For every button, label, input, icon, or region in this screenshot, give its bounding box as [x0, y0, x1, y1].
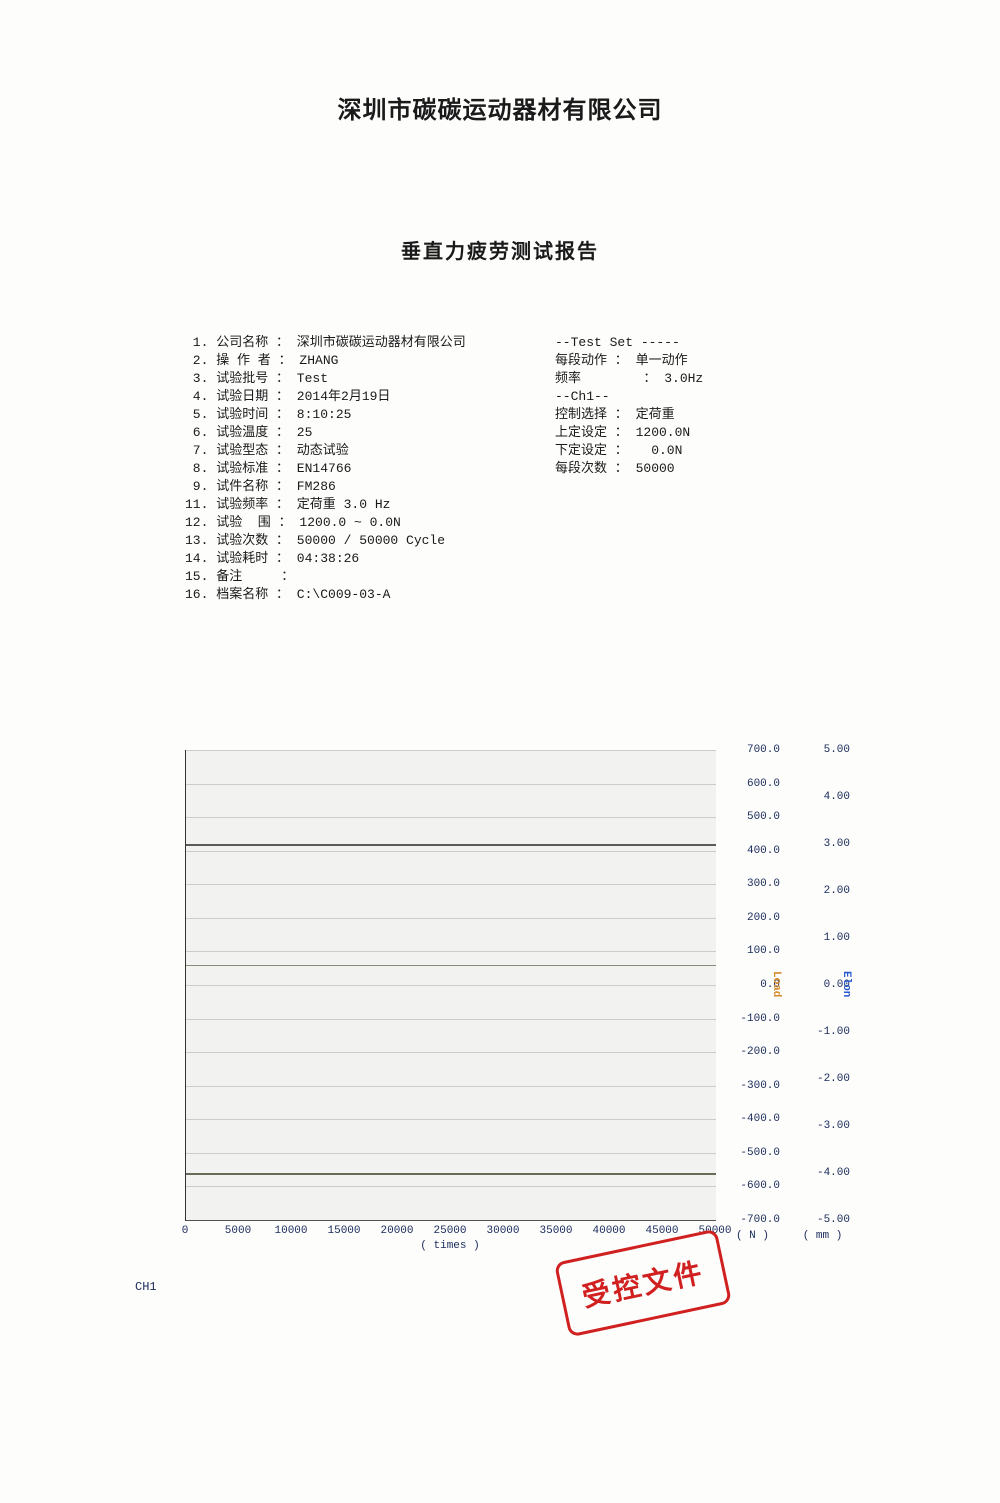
- x-tick-label: 30000: [486, 1225, 519, 1237]
- info-left-row: 14. 试验耗时 ： 04:38:26: [185, 550, 555, 568]
- info-left-row: 3. 试验批号 ： Test: [185, 370, 555, 388]
- info-left-row: 11. 试验频率 ： 定荷重 3.0 Hz: [185, 496, 555, 514]
- y2-tick-label: 1.00: [795, 932, 850, 944]
- info-left-row: 4. 试验日期 ： 2014年2月19日: [185, 388, 555, 406]
- info-left-row: 7. 试验型态 ： 动态试验: [185, 442, 555, 460]
- x-tick-label: 40000: [592, 1225, 625, 1237]
- fatigue-chart: 700.0600.0500.0400.0300.0200.0100.00.0-1…: [135, 750, 880, 1310]
- info-left-row: 9. 试件名称 ： FM286: [185, 478, 555, 496]
- y1-tick-label: 100.0: [725, 945, 780, 957]
- info-right-row: --Ch1--: [555, 388, 855, 406]
- info-left-row: 15. 备注 ：: [185, 568, 555, 586]
- info-right-row: --Test Set -----: [555, 334, 855, 352]
- y1-axis-label: Load: [770, 971, 782, 997]
- grid-line-h: [186, 1052, 716, 1053]
- series-line: [186, 1173, 716, 1175]
- y2-tick-label: -2.00: [795, 1073, 850, 1085]
- info-block: 1. 公司名称 ： 深圳市碳碳运动器材有限公司 2. 操 作 者 ： ZHANG…: [0, 334, 1000, 604]
- y1-tick-label: 500.0: [725, 811, 780, 823]
- x-tick-label: 35000: [539, 1225, 572, 1237]
- company-title: 深圳市碳碳运动器材有限公司: [0, 90, 1000, 125]
- info-left-row: 16. 档案名称 ： C:\C009-03-A: [185, 586, 555, 604]
- y1-tick-label: -300.0: [725, 1080, 780, 1092]
- info-left-row: 1. 公司名称 ： 深圳市碳碳运动器材有限公司: [185, 334, 555, 352]
- y2-axis-label: Elon: [840, 971, 852, 997]
- info-right-row: 控制选择 ： 定荷重: [555, 406, 855, 424]
- y1-tick-label: 200.0: [725, 912, 780, 924]
- grid-line-h: [186, 851, 716, 852]
- info-right-column: --Test Set -----每段动作 ： 单一动作频率 ： 3.0Hz--C…: [555, 334, 855, 604]
- y2-tick-label: 2.00: [795, 885, 850, 897]
- y1-tick-label: -400.0: [725, 1113, 780, 1125]
- grid-line-h: [186, 918, 716, 919]
- grid-line-h: [186, 1186, 716, 1187]
- y1-unit: ( N ): [725, 1230, 780, 1242]
- info-right-row: 频率 ： 3.0Hz: [555, 370, 855, 388]
- info-left-row: 2. 操 作 者 ： ZHANG: [185, 352, 555, 370]
- y2-tick-label: 3.00: [795, 838, 850, 850]
- y2-tick-label: -4.00: [795, 1167, 850, 1179]
- info-right-row: 下定设定 ： 0.0N: [555, 442, 855, 460]
- y1-tick-label: 300.0: [725, 878, 780, 890]
- y1-tick-label: -600.0: [725, 1180, 780, 1192]
- plot-area: [185, 750, 716, 1221]
- series-line: [186, 965, 716, 967]
- info-left-row: 5. 试验时间 ： 8:10:25: [185, 406, 555, 424]
- y1-tick-label: -100.0: [725, 1013, 780, 1025]
- grid-line-h: [186, 1119, 716, 1120]
- x-tick-label: 15000: [327, 1225, 360, 1237]
- grid-line-h: [186, 1220, 716, 1221]
- grid-line-h: [186, 1086, 716, 1087]
- info-left-row: 8. 试验标准 ： EN14766: [185, 460, 555, 478]
- y1-axis-column: 700.0600.0500.0400.0300.0200.0100.00.0-1…: [725, 750, 785, 1220]
- x-axis-label: ( times ): [420, 1240, 479, 1252]
- series-line: [186, 844, 716, 846]
- x-tick-label: 0: [182, 1225, 189, 1237]
- info-left-row: 13. 试验次数 ： 50000 / 50000 Cycle: [185, 532, 555, 550]
- grid-line-h: [186, 985, 716, 986]
- grid-line-h: [186, 884, 716, 885]
- x-tick-label: 20000: [380, 1225, 413, 1237]
- y1-tick-label: 400.0: [725, 845, 780, 857]
- info-left-row: 6. 试验温度 ： 25: [185, 424, 555, 442]
- info-left-column: 1. 公司名称 ： 深圳市碳碳运动器材有限公司 2. 操 作 者 ： ZHANG…: [185, 334, 555, 604]
- y1-tick-label: -200.0: [725, 1046, 780, 1058]
- grid-line-h: [186, 817, 716, 818]
- y1-tick-label: -700.0: [725, 1214, 780, 1226]
- y1-tick-label: 700.0: [725, 744, 780, 756]
- grid-line-h: [186, 1019, 716, 1020]
- grid-line-h: [186, 750, 716, 751]
- info-right-row: 每段次数 ： 50000: [555, 460, 855, 478]
- y2-tick-label: -3.00: [795, 1120, 850, 1132]
- x-tick-label: 45000: [645, 1225, 678, 1237]
- channel-label: CH1: [135, 1280, 157, 1294]
- y2-tick-label: -5.00: [795, 1214, 850, 1226]
- info-right-row: 每段动作 ： 单一动作: [555, 352, 855, 370]
- y2-tick-label: -1.00: [795, 1026, 850, 1038]
- y1-tick-label: -500.0: [725, 1147, 780, 1159]
- y2-unit: ( mm ): [795, 1230, 850, 1242]
- grid-line-h: [186, 784, 716, 785]
- y2-tick-label: 4.00: [795, 791, 850, 803]
- report-title: 垂直力疲劳测试报告: [0, 235, 1000, 264]
- x-tick-label: 10000: [274, 1225, 307, 1237]
- x-tick-label: 25000: [433, 1225, 466, 1237]
- info-right-row: 上定设定 ： 1200.0N: [555, 424, 855, 442]
- info-left-row: 12. 试验 围 ： 1200.0 ~ 0.0N: [185, 514, 555, 532]
- grid-line-h: [186, 951, 716, 952]
- y2-tick-label: 5.00: [795, 744, 850, 756]
- x-tick-label: 5000: [225, 1225, 251, 1237]
- y1-tick-label: 600.0: [725, 778, 780, 790]
- grid-line-h: [186, 1153, 716, 1154]
- y2-axis-column: 5.004.003.002.001.000.00-1.00-2.00-3.00-…: [795, 750, 855, 1220]
